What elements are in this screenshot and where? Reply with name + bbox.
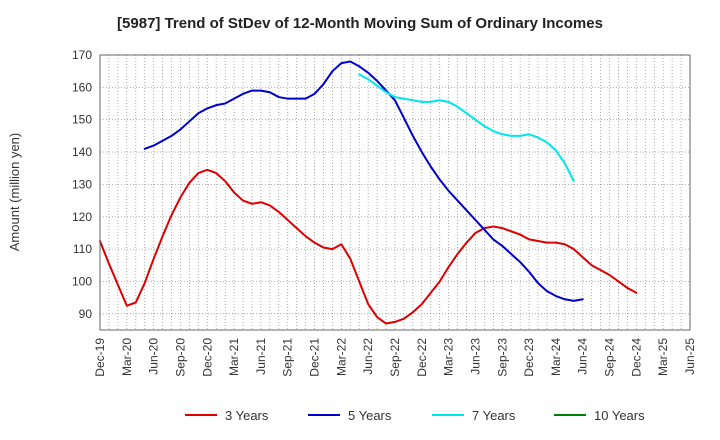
x-tick-label: Sep-23 [495,338,509,377]
y-tick-label: 90 [79,307,93,321]
x-tick-label: Mar-24 [549,338,563,376]
legend-label: 5 Years [348,408,392,423]
x-tick-label: Dec-20 [200,338,214,377]
x-tick-labels: Dec-19 Mar-20 Jun-20 Sep-20 Dec-20 Mar-21 Jun-… [93,338,697,377]
x-tick-label: Sep-22 [388,338,402,377]
x-tick-label: Mar-21 [227,338,241,376]
x-tick-label: Sep-24 [603,338,617,377]
series-layer [99,60,638,325]
x-tick-label: Mar-25 [656,338,670,376]
x-tick-label: Mar-20 [120,338,134,376]
x-tick-label: Jun-25 [683,338,697,375]
chart-title: [5987] Trend of StDev of 12-Month Moving… [117,15,603,32]
series-line-7-years [358,73,575,183]
x-tick-label: Dec-21 [308,338,322,377]
x-tick-label: Mar-22 [334,338,348,376]
plot-frame [99,54,691,331]
x-tick-label: Sep-21 [281,338,295,377]
y-tick-label: 150 [72,113,92,127]
x-tick-label: Jun-20 [147,338,161,375]
x-tick-label: Jun-24 [576,338,590,375]
y-tick-label: 130 [72,177,92,191]
y-tick-label: 100 [72,274,92,288]
legend-label: 3 Years [225,408,269,423]
series-line-3-years [99,168,638,325]
x-tick-label: Jun-21 [254,338,268,375]
y-tick-label: 110 [73,242,92,256]
x-tick-label: Jun-23 [468,338,482,375]
legend-label: 10 Years [594,408,645,423]
x-tick-label: Dec-23 [522,338,536,377]
y-tick-label: 170 [72,48,92,62]
x-tick-label: Dec-24 [629,338,643,377]
x-tick-label: Sep-20 [173,338,187,377]
series-line-5-years [143,60,584,302]
y-tick-label: 120 [72,210,92,224]
x-tick-label: Jun-22 [361,338,375,375]
x-tick-label: Dec-19 [93,338,107,377]
y-tick-labels: 90 100 110 120 130 140 150 160 170 [72,48,92,321]
legend-label: 7 Years [472,408,516,423]
y-axis-label: Amount (million yen) [7,133,22,252]
y-tick-label: 160 [72,80,92,94]
x-tick-label: Mar-23 [442,338,456,376]
x-tick-label: Dec-22 [415,338,429,377]
y-tick-label: 140 [72,145,92,159]
legend: 3 Years 5 Years 7 Years 10 Years [185,408,645,423]
